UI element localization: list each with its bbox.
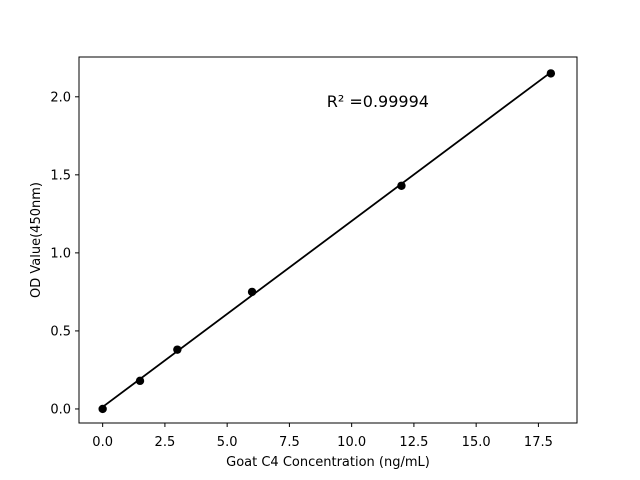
data-point bbox=[397, 181, 406, 190]
x-tick-label: 10.0 bbox=[337, 435, 366, 450]
x-tick-label: 0.0 bbox=[92, 435, 113, 450]
data-point bbox=[135, 376, 145, 386]
y-tick-label: 2.0 bbox=[50, 90, 71, 105]
data-point bbox=[247, 287, 257, 297]
x-tick-label: 12.5 bbox=[399, 435, 428, 450]
data-point bbox=[173, 345, 182, 354]
data-point bbox=[98, 404, 107, 414]
y-tick-label: 0.0 bbox=[50, 402, 71, 417]
axes-spines bbox=[78, 56, 578, 424]
x-tick-label: 5.0 bbox=[217, 435, 238, 450]
x-tick-label: 15.0 bbox=[462, 435, 491, 450]
x-axis-label: Goat C4 Concentration (ng/mL) bbox=[226, 455, 430, 470]
r-squared-annotation: R² =0.99994 bbox=[327, 92, 429, 111]
y-axis-label: OD Value(450nm) bbox=[29, 182, 44, 298]
y-tick-label: 1.0 bbox=[50, 246, 71, 261]
y-tick-label: 1.5 bbox=[50, 168, 71, 183]
y-tick-label: 0.5 bbox=[50, 324, 71, 339]
data-point bbox=[546, 69, 556, 78]
x-tick-label: 7.5 bbox=[279, 435, 300, 450]
x-tick-label: 17.5 bbox=[524, 435, 553, 450]
x-tick-label: 2.5 bbox=[155, 435, 176, 450]
